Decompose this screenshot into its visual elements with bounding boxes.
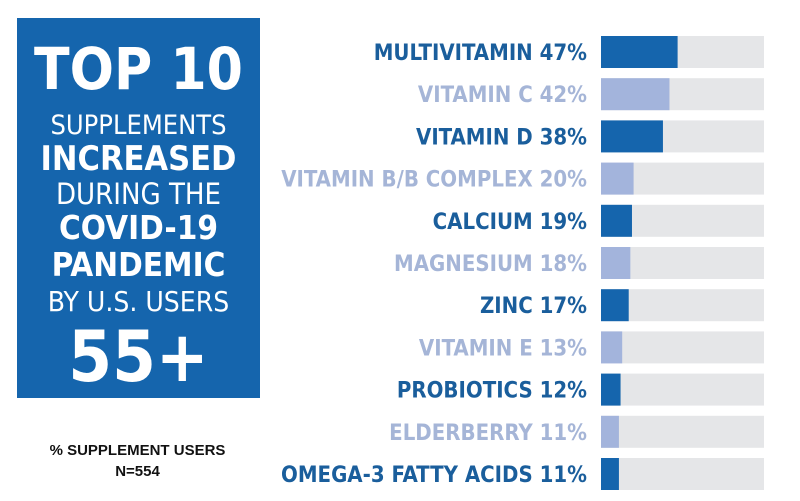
bar-track (601, 331, 764, 364)
bar-label: MAGNESIUM 18% (394, 252, 587, 277)
title-line-4: COVID-19 (58, 208, 219, 247)
bar (601, 289, 629, 322)
category-label: VITAMIN D (416, 125, 540, 150)
value-label: 42% (540, 83, 588, 108)
value-label: 19% (540, 210, 588, 235)
title-line-5: PANDEMIC (51, 245, 226, 284)
bar-label: ZINC 17% (480, 294, 587, 319)
bar-label: OMEGA-3 FATTY ACIDS 11% (281, 463, 587, 488)
bar (601, 36, 678, 68)
bar (601, 458, 619, 490)
bar-label: MULTIVITAMIN 47% (374, 41, 587, 66)
category-label: MULTIVITAMIN (374, 41, 540, 66)
bar-label: VITAMIN E 13% (419, 336, 587, 361)
value-label: 38% (540, 125, 588, 150)
bar (601, 162, 634, 195)
bar-track (601, 415, 764, 448)
category-label: PROBIOTICS (397, 379, 540, 404)
category-label: MAGNESIUM (394, 252, 540, 277)
title-panel: TOP 10 SUPPLEMENTS INCREASED DURING THE … (17, 18, 260, 398)
value-label: 11% (540, 421, 588, 446)
bar-label: VITAMIN B/B COMPLEX 20% (281, 168, 587, 193)
bar (601, 78, 670, 111)
title-line-1: SUPPLEMENTS (50, 110, 227, 141)
category-label: VITAMIN B/B COMPLEX (281, 168, 539, 193)
category-label: OMEGA-3 FATTY ACIDS (281, 463, 540, 488)
title-line-6: BY U.S. USERS (47, 285, 230, 318)
bar-track (601, 373, 764, 406)
bar (601, 247, 631, 279)
bar (601, 415, 619, 448)
value-label: 17% (540, 294, 588, 319)
title-line-2: INCREASED (40, 139, 237, 179)
title-top: TOP 10 (34, 35, 243, 103)
category-label: ELDERBERRY (389, 421, 539, 446)
value-label: 13% (540, 336, 588, 361)
bar-track (601, 458, 764, 490)
bar (601, 120, 663, 153)
bar-label: CALCIUM 19% (433, 210, 588, 235)
category-label: CALCIUM (433, 210, 540, 235)
value-label: 12% (540, 379, 588, 404)
value-label: 18% (540, 252, 588, 277)
footnote-line-1: % SUPPLEMENT USERS (49, 442, 226, 459)
bar (601, 373, 621, 406)
footnote-line-2: N=554 (115, 463, 160, 480)
category-label: ZINC (480, 294, 540, 319)
bar-label: VITAMIN C 42% (418, 83, 587, 108)
bar-label: VITAMIN D 38% (416, 125, 587, 150)
value-label: 47% (540, 41, 588, 66)
bar (601, 331, 623, 364)
bar-label: PROBIOTICS 12% (397, 379, 587, 404)
footnote: % SUPPLEMENT USERS N=554 (30, 440, 245, 482)
title-line-3: DURING THE (55, 177, 222, 211)
value-label: 20% (540, 168, 588, 193)
bar-label: ELDERBERRY 11% (389, 421, 587, 446)
bar (601, 204, 632, 237)
category-label: VITAMIN C (418, 83, 540, 108)
category-label: VITAMIN E (419, 336, 540, 361)
age-group: 55+ (68, 316, 209, 398)
value-label: 11% (540, 463, 588, 488)
